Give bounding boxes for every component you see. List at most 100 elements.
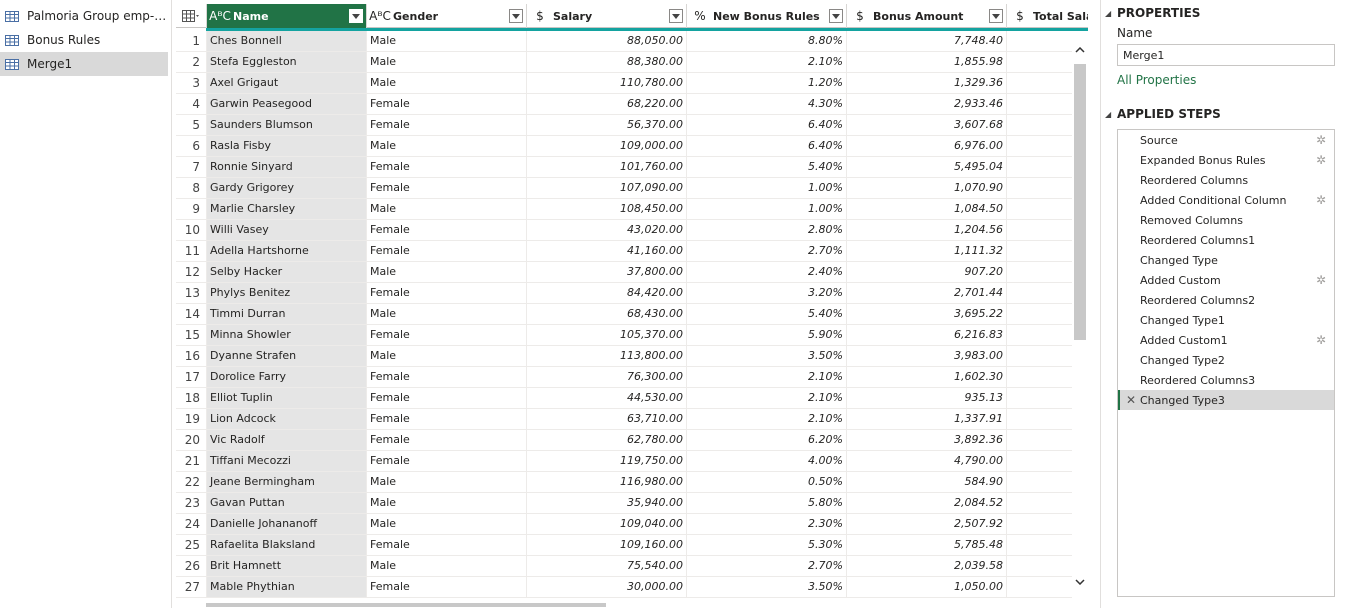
table-row[interactable]: 4 Garwin Peasegood Female 68,220.00 4.30% 2,9… [176,94,1072,115]
gear-icon[interactable]: ✲ [1315,133,1326,147]
name-cell[interactable]: Ronnie Sinyard [206,157,366,177]
bonus-amount-cell[interactable]: 1,602.30 [846,367,1006,387]
table-row[interactable]: 26 Brit Hamnett Male 75,540.00 2.70% 2,039.58 [176,556,1072,577]
applied-step[interactable]: Changed Type2 [1118,350,1334,370]
collapse-triangle-icon[interactable]: ◢ [1105,9,1112,18]
gender-cell[interactable]: Female [366,325,526,345]
bonus-amount-cell[interactable]: 5,495.04 [846,157,1006,177]
salary-cell[interactable]: 109,160.00 [526,535,686,555]
bonus-amount-cell[interactable]: 2,507.92 [846,514,1006,534]
salary-cell[interactable]: 109,000.00 [526,136,686,156]
name-cell[interactable]: Garwin Peasegood [206,94,366,114]
name-cell[interactable]: Vic Radolf [206,430,366,450]
total-salary-cell[interactable] [1006,304,1072,324]
bonus-amount-cell[interactable]: 3,607.68 [846,115,1006,135]
bonus-amount-cell[interactable]: 1,337.91 [846,409,1006,429]
gender-cell[interactable]: Male [366,199,526,219]
name-cell[interactable]: Danielle Johananoff [206,514,366,534]
all-properties-link[interactable]: All Properties [1117,73,1197,87]
total-salary-cell[interactable] [1006,73,1072,93]
table-row[interactable]: 20 Vic Radolf Female 62,780.00 6.20% 3,892.36 [176,430,1072,451]
bonus-rule-cell[interactable]: 6.20% [686,430,846,450]
bonus-amount-cell[interactable]: 907.20 [846,262,1006,282]
column-header[interactable]: $ Total Salary [1006,4,1088,28]
salary-cell[interactable]: 76,300.00 [526,367,686,387]
salary-cell[interactable]: 30,000.00 [526,577,686,597]
table-row[interactable]: 22 Jeane Bermingham Male 116,980.00 0.50% 584… [176,472,1072,493]
text-type-icon[interactable]: AᴮC [209,9,231,23]
name-cell[interactable]: Timmi Durran [206,304,366,324]
name-cell[interactable]: Stefa Eggleston [206,52,366,72]
salary-cell[interactable]: 44,530.00 [526,388,686,408]
applied-step[interactable]: Reordered Columns2 [1118,290,1334,310]
table-row[interactable]: 6 Rasla Fisby Male 109,000.00 6.40% 6,976.00 [176,136,1072,157]
vertical-scrollbar[interactable] [1072,42,1088,602]
salary-cell[interactable]: 75,540.00 [526,556,686,576]
bonus-amount-cell[interactable]: 1,084.50 [846,199,1006,219]
name-cell[interactable]: Phylys Benitez [206,283,366,303]
applied-step[interactable]: ✕ Changed Type3 [1118,390,1334,410]
total-salary-cell[interactable] [1006,115,1072,135]
applied-step[interactable]: Added Custom1 ✲ [1118,330,1334,350]
table-row[interactable]: 21 Tiffani Mecozzi Female 119,750.00 4.00% 4,… [176,451,1072,472]
bonus-rule-cell[interactable]: 2.30% [686,514,846,534]
bonus-rule-cell[interactable]: 1.00% [686,178,846,198]
salary-cell[interactable]: 105,370.00 [526,325,686,345]
salary-cell[interactable]: 107,090.00 [526,178,686,198]
bonus-rule-cell[interactable]: 2.10% [686,52,846,72]
query-item[interactable]: Bonus Rules [0,28,168,52]
bonus-amount-cell[interactable]: 2,933.46 [846,94,1006,114]
total-salary-cell[interactable] [1006,241,1072,261]
name-cell[interactable]: Gavan Puttan [206,493,366,513]
total-salary-cell[interactable] [1006,178,1072,198]
bonus-amount-cell[interactable]: 2,039.58 [846,556,1006,576]
bonus-amount-cell[interactable]: 1,111.32 [846,241,1006,261]
bonus-rule-cell[interactable]: 5.40% [686,157,846,177]
total-salary-cell[interactable] [1006,262,1072,282]
table-row[interactable]: 9 Marlie Charsley Male 108,450.00 1.00% 1,084… [176,199,1072,220]
bonus-rule-cell[interactable]: 2.80% [686,220,846,240]
name-cell[interactable]: Axel Grigaut [206,73,366,93]
name-cell[interactable]: Marlie Charsley [206,199,366,219]
table-row[interactable]: 5 Saunders Blumson Female 56,370.00 6.40% 3,6… [176,115,1072,136]
gender-cell[interactable]: Male [366,514,526,534]
gender-cell[interactable]: Female [366,94,526,114]
scroll-down-icon[interactable] [1072,574,1088,590]
total-salary-cell[interactable] [1006,493,1072,513]
gender-cell[interactable]: Female [366,409,526,429]
gear-icon[interactable]: ✲ [1315,273,1326,287]
total-salary-cell[interactable] [1006,556,1072,576]
applied-step[interactable]: Reordered Columns3 [1118,370,1334,390]
column-header[interactable]: % New Bonus Rules [686,4,846,28]
bonus-rule-cell[interactable]: 5.40% [686,304,846,324]
currency-type-icon[interactable]: $ [856,9,864,23]
name-cell[interactable]: Ches Bonnell [206,31,366,51]
bonus-amount-cell[interactable]: 6,216.83 [846,325,1006,345]
total-salary-cell[interactable] [1006,577,1072,597]
gender-cell[interactable]: Female [366,451,526,471]
bonus-amount-cell[interactable]: 1,204.56 [846,220,1006,240]
column-header[interactable]: AᴮC Name [206,4,366,28]
table-row[interactable]: 11 Adella Hartshorne Female 41,160.00 2.70% 1… [176,241,1072,262]
gender-cell[interactable]: Male [366,304,526,324]
total-salary-cell[interactable] [1006,367,1072,387]
name-cell[interactable]: Jeane Bermingham [206,472,366,492]
column-header[interactable]: $ Bonus Amount [846,4,1006,28]
salary-cell[interactable]: 108,450.00 [526,199,686,219]
total-salary-cell[interactable] [1006,388,1072,408]
applied-step[interactable]: Reordered Columns [1118,170,1334,190]
gender-cell[interactable]: Female [366,367,526,387]
salary-cell[interactable]: 68,220.00 [526,94,686,114]
bonus-amount-cell[interactable]: 2,084.52 [846,493,1006,513]
applied-step[interactable]: Changed Type1 [1118,310,1334,330]
bonus-rule-cell[interactable]: 5.90% [686,325,846,345]
gear-icon[interactable]: ✲ [1315,333,1326,347]
table-row[interactable]: 17 Dorolice Farry Female 76,300.00 2.10% 1,60… [176,367,1072,388]
gender-cell[interactable]: Female [366,430,526,450]
name-cell[interactable]: Lion Adcock [206,409,366,429]
bonus-amount-cell[interactable]: 1,329.36 [846,73,1006,93]
gender-cell[interactable]: Female [366,178,526,198]
name-cell[interactable]: Adella Hartshorne [206,241,366,261]
salary-cell[interactable]: 88,380.00 [526,52,686,72]
table-row[interactable]: 8 Gardy Grigorey Female 107,090.00 1.00% 1,07… [176,178,1072,199]
